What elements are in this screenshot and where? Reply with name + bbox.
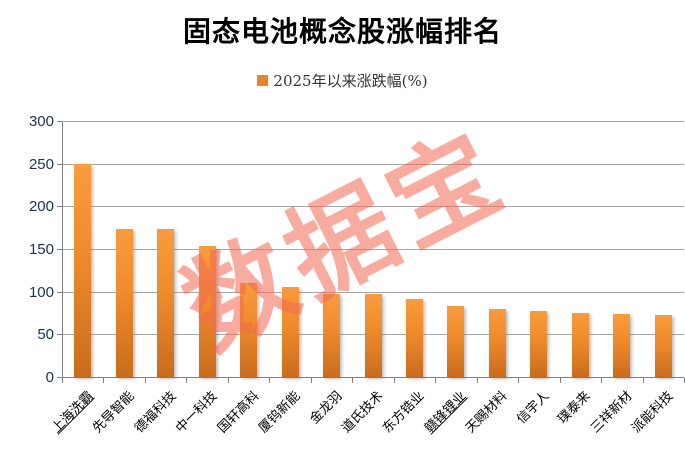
x-label-中一科技: 中一科技 <box>173 388 221 437</box>
bar-先导智能 <box>115 228 133 377</box>
legend: 2025年以来涨跌幅(%) <box>0 70 685 90</box>
y-tick-50 <box>57 334 62 336</box>
x-tick-13 <box>601 378 603 383</box>
bar-璞泰来 <box>571 313 589 377</box>
x-tick-6 <box>310 378 312 383</box>
gridline-200 <box>62 206 684 208</box>
y-tick-0 <box>57 377 62 378</box>
legend-label: 2025年以来涨跌幅(%) <box>273 71 428 90</box>
x-tick-3 <box>186 378 188 383</box>
x-tick-10 <box>476 378 478 383</box>
bar-派能科技 <box>654 314 672 377</box>
chart-title: 固态电池概念股涨幅排名 <box>182 15 502 48</box>
bar-国轩高科 <box>240 283 258 377</box>
bar-中一科技 <box>198 246 216 377</box>
x-label-国轩高科: 国轩高科 <box>214 388 263 437</box>
x-label-信宇人: 信宇人 <box>514 388 553 428</box>
x-tick-1 <box>103 378 105 383</box>
legend-marker-icon <box>257 74 269 86</box>
x-label-德福科技: 德福科技 <box>131 388 180 437</box>
bar-东方锆业 <box>405 298 423 377</box>
x-label-赣锋锂业: 赣锋锂业 <box>421 388 470 437</box>
bar-信宇人 <box>530 311 548 377</box>
x-tick-14 <box>642 378 644 383</box>
y-tick-label-50: 50 <box>37 326 54 344</box>
y-axis-line <box>62 122 63 379</box>
y-tick-label-0: 0 <box>45 369 54 386</box>
y-tick-250 <box>57 163 62 165</box>
x-tick-11 <box>518 378 520 383</box>
x-tick-5 <box>269 378 271 383</box>
x-label-天赐材料: 天赐材料 <box>463 388 511 437</box>
gridline-0 <box>62 377 684 378</box>
y-tick-label-250: 250 <box>28 155 54 173</box>
bar-金龙羽 <box>323 294 341 377</box>
x-label-厦钨新能: 厦钨新能 <box>256 388 304 437</box>
x-tick-0 <box>62 378 63 383</box>
x-label-派能科技: 派能科技 <box>629 388 677 437</box>
x-tick-4 <box>227 378 229 383</box>
y-tick-100 <box>57 291 62 293</box>
bar-德福科技 <box>157 229 175 377</box>
x-tick-8 <box>393 378 395 383</box>
bar-厦钨新能 <box>281 286 299 377</box>
x-label-三祥新材: 三祥新材 <box>587 388 636 437</box>
x-tick-2 <box>144 378 146 383</box>
y-tick-label-200: 200 <box>28 198 54 216</box>
bar-道氏技术 <box>364 294 382 377</box>
bar-天赐材料 <box>488 308 506 377</box>
bar-赣锋锂业 <box>447 306 465 377</box>
y-tick-300 <box>57 121 62 122</box>
y-tick-label-100: 100 <box>28 283 54 301</box>
y-tick-label-300: 300 <box>28 113 54 130</box>
bar-上海洗霸 <box>74 163 92 377</box>
x-label-东方锆业: 东方锆业 <box>380 388 428 437</box>
plot-area: 0 50 100 150 200 250 300 上海洗霸 先导智能 德福科技 中一科技 国轩高科厦… <box>29 114 685 436</box>
x-tick-9 <box>435 378 437 383</box>
gridline-100 <box>62 291 684 293</box>
y-tick-150 <box>57 249 62 250</box>
gridline-300 <box>62 121 684 122</box>
y-tick-200 <box>57 206 62 208</box>
x-label-道氏技术: 道氏技术 <box>339 388 387 437</box>
gridline-150 <box>62 249 684 250</box>
x-tick-12 <box>559 378 561 383</box>
gridline-250 <box>62 163 684 165</box>
x-tick-7 <box>352 378 354 383</box>
y-tick-label-150: 150 <box>28 241 54 258</box>
x-label-先导智能: 先导智能 <box>90 388 138 437</box>
x-label-上海洗霸: 上海洗霸 <box>48 388 97 437</box>
bar-三祥新材 <box>613 313 631 377</box>
